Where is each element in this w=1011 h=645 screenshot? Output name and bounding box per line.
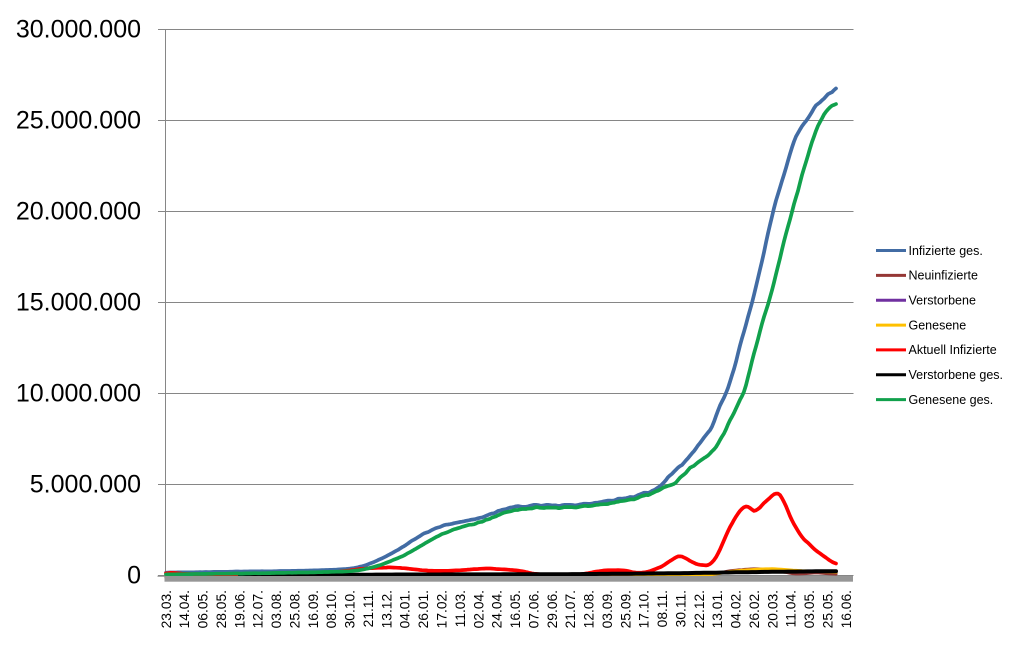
svg-text:25.08.: 25.08. [288,590,303,628]
svg-text:03.05.: 03.05. [802,590,817,628]
svg-text:14.04.: 14.04. [177,590,192,628]
svg-text:17.02.: 17.02. [435,590,450,628]
svg-text:23.03.: 23.03. [159,590,174,628]
svg-text:04.01.: 04.01. [398,590,413,628]
svg-text:30.000.000: 30.000.000 [16,16,141,44]
svg-text:30.11.: 30.11. [673,590,688,627]
svg-text:0: 0 [127,562,141,590]
svg-text:13.01.: 13.01. [710,590,725,628]
svg-text:08.11.: 08.11. [655,590,670,627]
svg-text:16.05.: 16.05. [508,590,523,628]
svg-text:24.04.: 24.04. [490,590,505,628]
svg-text:11.03.: 11.03. [453,590,468,627]
svg-text:02.04.: 02.04. [471,590,486,628]
svg-text:25.05.: 25.05. [821,590,836,628]
svg-text:17.10.: 17.10. [637,590,652,628]
svg-text:12.07.: 12.07. [251,590,266,628]
svg-text:03.09.: 03.09. [600,590,615,628]
svg-text:Neuinfizierte: Neuinfizierte [909,269,979,283]
svg-text:12.08.: 12.08. [582,590,597,628]
svg-text:21.11.: 21.11. [361,590,376,627]
svg-text:06.05.: 06.05. [196,590,211,628]
svg-text:07.06.: 07.06. [526,590,541,628]
svg-text:15.000.000: 15.000.000 [16,289,141,317]
svg-text:20.000.000: 20.000.000 [16,198,141,226]
svg-text:26.01.: 26.01. [416,590,431,628]
svg-text:16.06.: 16.06. [839,590,854,628]
svg-text:Verstorbene ges.: Verstorbene ges. [909,368,1004,382]
svg-text:19.06.: 19.06. [232,590,247,628]
svg-text:Genesene ges.: Genesene ges. [909,393,994,407]
svg-text:22.12.: 22.12. [692,590,707,628]
svg-text:30.10.: 30.10. [343,590,358,628]
svg-text:26.02.: 26.02. [747,590,762,628]
svg-text:25.000.000: 25.000.000 [16,107,141,135]
svg-text:28.05.: 28.05. [214,590,229,628]
svg-text:10.000.000: 10.000.000 [16,380,141,408]
svg-text:04.02.: 04.02. [729,590,744,628]
svg-text:25.09.: 25.09. [618,590,633,628]
svg-text:Genesene: Genesene [909,318,967,332]
svg-text:Aktuell Infizierte: Aktuell Infizierte [909,343,997,357]
svg-text:21.07.: 21.07. [563,590,578,628]
svg-text:11.04.: 11.04. [784,590,799,627]
svg-text:Verstorbene: Verstorbene [909,294,976,308]
svg-text:Infizierte ges.: Infizierte ges. [909,244,983,258]
svg-text:13.12.: 13.12. [379,590,394,628]
svg-text:08.10.: 08.10. [324,590,339,628]
svg-text:03.08.: 03.08. [269,590,284,628]
svg-text:16.09.: 16.09. [306,590,321,628]
svg-text:20.03.: 20.03. [765,590,780,628]
svg-text:5.000.000: 5.000.000 [30,471,141,499]
svg-text:29.06.: 29.06. [545,590,560,628]
